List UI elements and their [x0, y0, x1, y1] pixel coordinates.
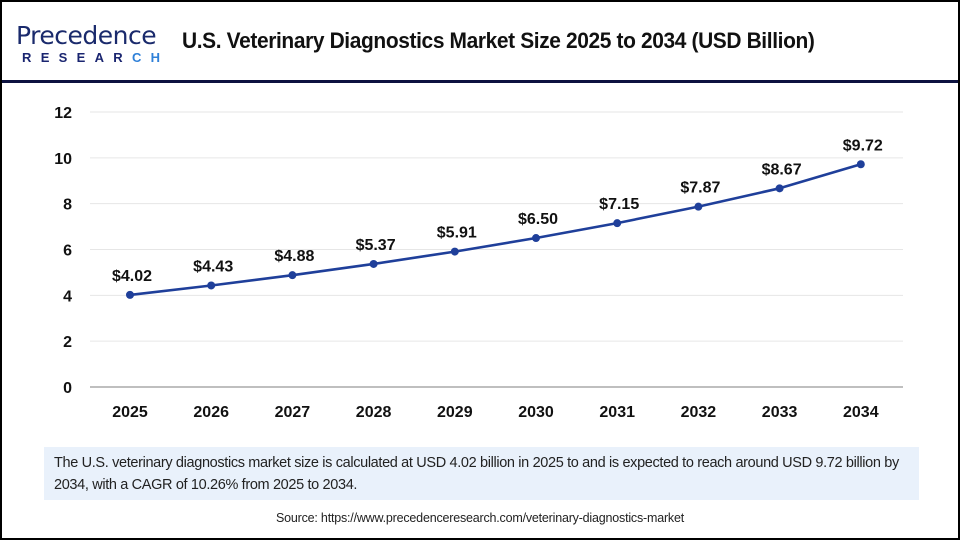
y-tick-label: 2 — [63, 334, 72, 351]
data-label: $9.72 — [843, 137, 883, 154]
data-label: $5.91 — [437, 225, 477, 242]
data-point — [126, 290, 134, 299]
data-point — [694, 202, 703, 211]
x-tick-label: 2030 — [518, 404, 554, 421]
chart-title: U.S. Veterinary Diagnostics Market Size … — [182, 28, 815, 53]
source-citation: Source: https://www.precedenceresearch.c… — [275, 511, 684, 525]
data-point — [288, 271, 297, 280]
y-axis-ticks: 0 2 4 6 8 10 12 — [54, 105, 72, 397]
logo-subtitle: RESEARCH — [22, 51, 169, 65]
data-point — [207, 281, 216, 290]
data-label: $7.87 — [680, 180, 720, 197]
header: Precedence RESEARCH U.S. Veterinary Diag… — [2, 2, 958, 80]
header-separator — [2, 80, 958, 83]
x-tick-label: 2029 — [437, 404, 473, 421]
data-label: $4.02 — [112, 268, 152, 285]
x-tick-label: 2034 — [843, 404, 879, 421]
x-tick-label: 2033 — [762, 404, 798, 421]
summary-note-text: The U.S. veterinary diagnostics market s… — [54, 455, 899, 493]
summary-note: The U.S. veterinary diagnostics market s… — [44, 447, 919, 500]
data-point — [532, 234, 540, 243]
y-tick-label: 4 — [63, 288, 72, 305]
series-markers — [126, 160, 865, 299]
data-label: $4.88 — [274, 248, 314, 265]
y-tick-label: 12 — [54, 105, 72, 122]
x-tick-label: 2026 — [193, 404, 229, 421]
data-label: $6.50 — [518, 211, 558, 228]
data-label: $7.15 — [599, 196, 639, 213]
y-tick-label: 6 — [63, 243, 72, 260]
x-axis-ticks: 2025 2026 2027 2028 2029 2030 2031 2032 2033 2034 — [112, 404, 878, 421]
data-point — [450, 247, 459, 256]
logo-subtitle-main: RESEAR — [22, 50, 132, 65]
series-line — [129, 162, 862, 297]
precedence-research-logo: Precedence RESEARCH — [16, 22, 161, 66]
logo-subtitle-accent: CH — [131, 50, 170, 65]
x-tick-label: 2025 — [112, 404, 148, 421]
data-point — [613, 219, 622, 228]
logo-wordmark: Precedence — [16, 21, 157, 50]
x-tick-label: 2027 — [275, 404, 311, 421]
x-tick-label: 2028 — [356, 404, 392, 421]
data-labels: $4.02 $4.43 $4.88 $5.37 $5.91 $6.50 $7.15 $7.87… — [112, 137, 883, 285]
data-point — [775, 184, 784, 193]
data-label: $4.43 — [193, 258, 233, 275]
data-label: $8.67 — [762, 161, 802, 178]
data-label: $5.37 — [356, 237, 396, 254]
gridlines — [90, 111, 903, 342]
data-point — [369, 259, 378, 268]
data-point — [856, 160, 865, 169]
x-tick-label: 2032 — [681, 404, 717, 421]
y-tick-label: 10 — [54, 151, 72, 168]
y-tick-label: 0 — [63, 380, 72, 397]
x-tick-label: 2031 — [599, 404, 635, 421]
y-tick-label: 8 — [63, 197, 72, 214]
